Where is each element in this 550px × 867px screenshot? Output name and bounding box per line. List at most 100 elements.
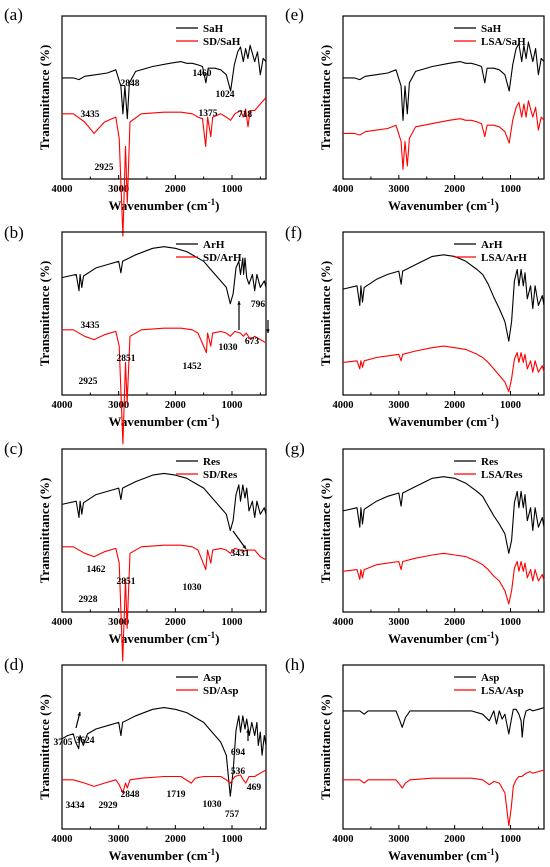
series-line-0	[61, 707, 267, 797]
y-axis-title: Transmittance (%)	[318, 478, 333, 584]
legend-label-0: SaH	[481, 23, 502, 35]
peak-annotation: 2851	[117, 354, 136, 364]
series-line-0	[342, 254, 545, 342]
legend-label-1: LSA/SaH	[481, 36, 526, 48]
peak-annotation: 3705	[54, 738, 73, 748]
series-line-1	[343, 769, 545, 827]
x-axis-title: Wavenumber (cm-1)	[388, 413, 499, 429]
x-axis-title-end: )	[495, 631, 499, 646]
x-axis-title-main: Wavenumber (cm	[109, 631, 208, 646]
x-tick-label: 2000	[165, 184, 186, 195]
series-line-1	[342, 552, 545, 605]
x-tick-label: 4000	[52, 400, 73, 411]
x-tick-label: 3000	[108, 617, 129, 628]
legend-label-1: SD/SaH	[203, 36, 241, 48]
x-tick-label: 2000	[444, 834, 465, 845]
peak-annotation: 2851	[117, 577, 136, 587]
series-line-0	[61, 472, 267, 532]
x-axis-title-end: )	[215, 414, 219, 429]
peak-annotation: 2929	[99, 801, 118, 811]
x-axis-title-main: Wavenumber (cm	[109, 848, 208, 863]
series-line-1	[62, 544, 267, 662]
x-axis-title-sup: -1	[208, 630, 216, 640]
x-tick-label: 2000	[444, 184, 465, 195]
legend-label-0: Res	[203, 456, 221, 468]
x-tick-label: 1000	[222, 834, 243, 845]
plot-frame	[342, 448, 545, 613]
x-tick-label: 3000	[388, 834, 409, 845]
plot-frame	[61, 664, 267, 830]
legend-label-0: Asp	[481, 672, 499, 684]
plot-frame	[342, 231, 545, 396]
x-tick-label: 3000	[388, 184, 409, 195]
series-line-0	[61, 246, 267, 305]
peak-annotation: 3624	[76, 736, 95, 746]
x-axis-title-main: Wavenumber (cm	[388, 848, 487, 863]
x-tick-label: 1000	[500, 834, 521, 845]
x-tick-label: 2000	[165, 834, 186, 845]
x-axis-title-main: Wavenumber (cm	[388, 414, 487, 429]
y-axis-title: Transmittance (%)	[318, 694, 333, 800]
x-axis-title: Wavenumber (cm-1)	[109, 847, 220, 863]
x-axis-title-end: )	[495, 848, 499, 863]
y-axis-title: Transmittance (%)	[318, 261, 333, 367]
x-tick-label: 1000	[500, 400, 521, 411]
legend-label-1: SD/ArH	[203, 252, 242, 264]
series-line-1	[62, 769, 267, 794]
peak-annotation: 1452	[183, 362, 202, 372]
x-tick-label: 2000	[165, 400, 186, 411]
peak-annotation: 1460	[193, 69, 212, 79]
peak-annotation: 1719	[167, 790, 186, 800]
x-tick-label: 1000	[222, 400, 243, 411]
x-axis-title: Wavenumber (cm-1)	[388, 847, 499, 863]
x-tick-label: 2000	[165, 617, 186, 628]
panel-letter: (b)	[4, 223, 24, 242]
peak-annotation: 1375	[199, 109, 218, 119]
peak-annotation: 757	[225, 810, 240, 820]
x-axis-title: Wavenumber (cm-1)	[388, 630, 499, 646]
panel-letter: (g)	[285, 439, 305, 458]
peak-annotation: 1030	[183, 583, 202, 593]
plot-frame	[342, 15, 545, 180]
x-axis-title-end: )	[215, 198, 219, 213]
y-axis-title: Transmittance (%)	[318, 45, 333, 151]
panel-letter: (e)	[285, 5, 304, 24]
panel-letter: (a)	[4, 5, 23, 24]
x-axis-title-main: Wavenumber (cm	[109, 414, 208, 429]
x-tick-label: 4000	[52, 184, 73, 195]
x-axis-title-sup: -1	[208, 413, 216, 423]
x-tick-label: 1000	[222, 617, 243, 628]
series-line-1	[343, 100, 545, 170]
x-tick-label: 4000	[333, 834, 354, 845]
x-tick-label: 1000	[500, 184, 521, 195]
y-axis-title: Transmittance (%)	[37, 261, 52, 367]
panel-letter: (d)	[4, 655, 24, 674]
peak-annotation: 469	[247, 783, 262, 793]
peak-annotation: 3431	[231, 549, 250, 559]
peak-annotation: 796	[251, 300, 266, 310]
series-line-0	[62, 44, 267, 120]
peak-annotation: 3434	[66, 801, 85, 811]
legend-label-0: Asp	[203, 672, 221, 684]
series-line-1	[62, 97, 267, 237]
peak-annotation: 2925	[79, 377, 98, 387]
series-line-0	[342, 476, 545, 554]
x-tick-label: 4000	[333, 184, 354, 195]
legend-label-0: SaH	[203, 23, 224, 35]
panel-letter: (h)	[285, 655, 305, 674]
x-axis-title-end: )	[495, 198, 499, 213]
x-tick-label: 3000	[108, 834, 129, 845]
y-axis-title: Transmittance (%)	[37, 478, 52, 584]
x-axis-title-end: )	[495, 414, 499, 429]
x-tick-label: 4000	[333, 617, 354, 628]
x-tick-label: 1000	[500, 617, 521, 628]
legend-label-1: SD/Asp	[203, 685, 238, 697]
peak-annotation: 3435	[81, 321, 100, 331]
x-axis-title-end: )	[215, 631, 219, 646]
